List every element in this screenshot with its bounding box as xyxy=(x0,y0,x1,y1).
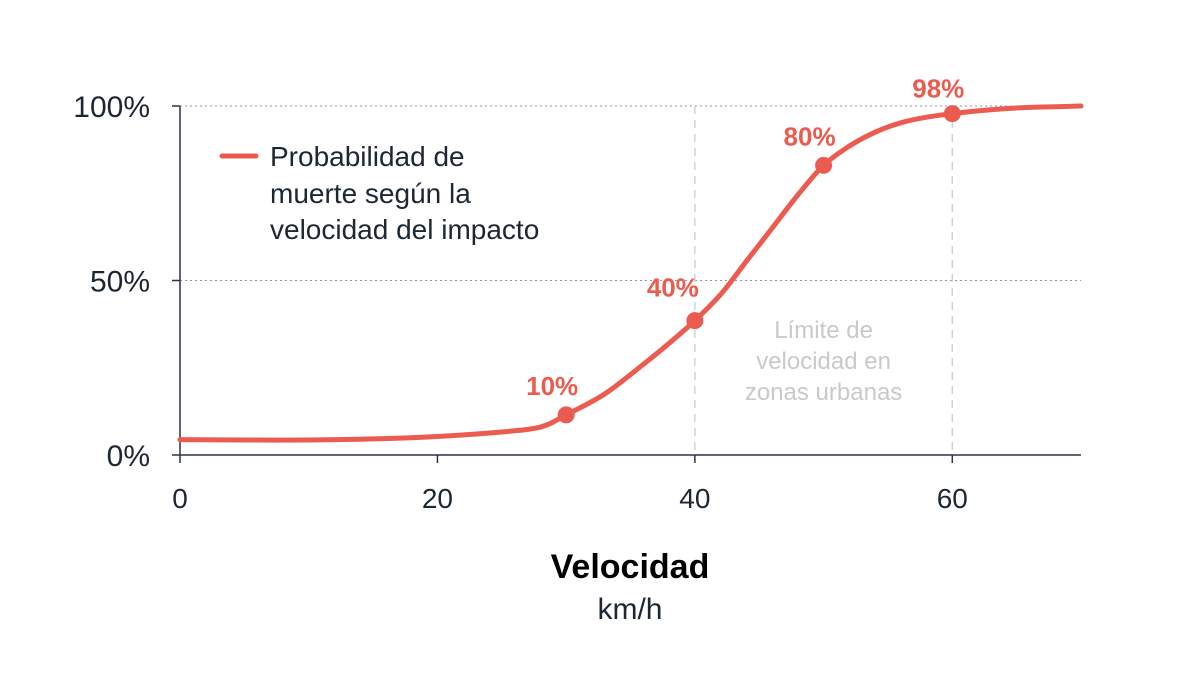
x-tick-label-0: 0 xyxy=(172,483,188,514)
point-label-40: 40% xyxy=(647,273,699,303)
legend-text-line-2: muerte según la xyxy=(270,178,471,209)
point-label-50: 80% xyxy=(784,121,836,151)
annotation-line-1: Límite de xyxy=(774,317,873,344)
legend-text-line-1: Probabilidad de xyxy=(270,141,465,172)
x-tick-label-40: 40 xyxy=(679,483,710,514)
grid-lines xyxy=(180,105,1081,281)
annotation-line-3: zonas urbanas xyxy=(745,379,902,406)
legend: Probabilidad de muerte según la velocida… xyxy=(219,141,539,245)
series xyxy=(177,103,1084,443)
reference-lines xyxy=(694,106,954,455)
point-40 xyxy=(686,312,704,330)
speed-limit-annotation: Límite de velocidad en zonas urbanas xyxy=(745,317,902,406)
x-axis-title: Velocidad km/h xyxy=(551,548,710,626)
point-30 xyxy=(557,406,575,424)
series-line-death-probability xyxy=(177,103,1084,443)
point-label-60: 98% xyxy=(912,74,964,104)
x-axis-label: Velocidad xyxy=(551,548,710,586)
point-50 xyxy=(815,156,833,174)
legend-text-line-3: velocidad del impacto xyxy=(270,214,539,245)
x-tick-label-20: 20 xyxy=(422,483,453,514)
tick-labels: 0% 50% 100% 0 20 40 60 xyxy=(73,91,968,514)
x-tick-label-60: 60 xyxy=(937,483,968,514)
annotation-line-2: velocidad en xyxy=(756,348,891,375)
highlighted-points: 10% 40% 80% 98% xyxy=(526,74,964,424)
point-label-30: 10% xyxy=(526,371,578,401)
y-tick-label-100: 100% xyxy=(73,91,150,124)
x-axis-unit: km/h xyxy=(597,593,662,626)
point-60 xyxy=(943,105,961,123)
y-tick-label-50: 50% xyxy=(90,266,150,299)
y-tick-label-0: 0% xyxy=(107,440,150,473)
